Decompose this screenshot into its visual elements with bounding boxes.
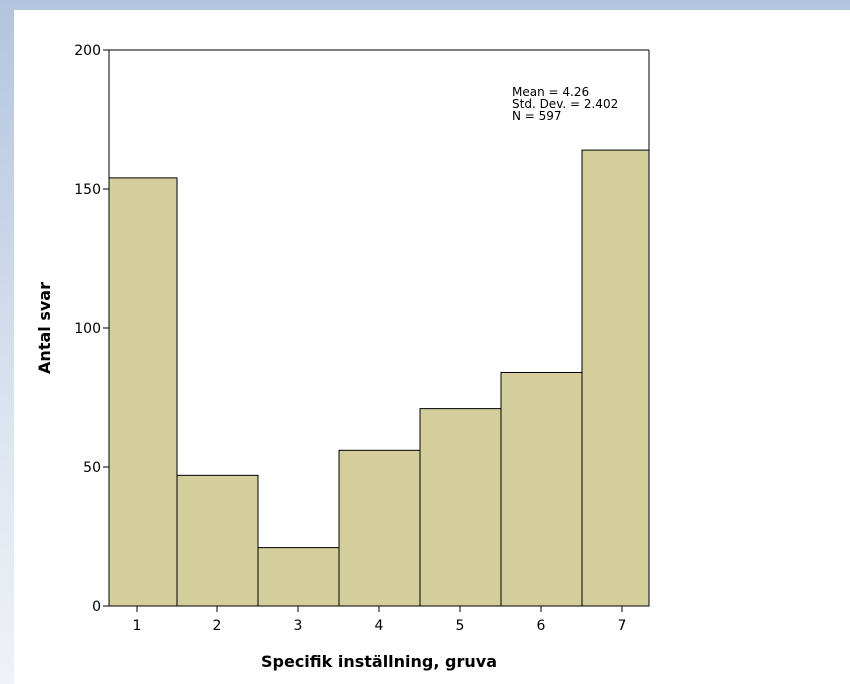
stats-mean: Mean = 4.26: [512, 85, 589, 99]
y-tick-label-0: 0: [92, 599, 101, 615]
x-tick-label-2: 2: [213, 618, 222, 634]
y-tick-label-150: 150: [74, 182, 101, 198]
histogram-bar-1: [108, 177, 178, 607]
stats-n: N = 597: [512, 109, 562, 123]
y-tick-label-50: 50: [83, 460, 101, 476]
y-axis-title: Antal svar: [35, 282, 54, 374]
stats-std-dev: Std. Dev. = 2.402: [512, 97, 618, 111]
x-tick-label-7: 7: [618, 618, 627, 634]
y-axis: 0 50 100 150 200: [74, 43, 109, 615]
x-tick-label-6: 6: [537, 618, 546, 634]
histogram-bar-4: [338, 449, 421, 607]
bars-group: [108, 149, 650, 607]
y-tick-label-100: 100: [74, 321, 101, 337]
x-axis: 1 2 3 4 5 6 7: [133, 606, 627, 634]
histogram-bar-2: [176, 474, 259, 607]
histogram-bar-6: [500, 371, 583, 607]
histogram-bar-7: [581, 149, 650, 607]
x-tick-label-5: 5: [456, 618, 465, 634]
y-tick-label-200: 200: [74, 43, 101, 59]
x-axis-title: Specifik inställning, gruva: [261, 652, 497, 671]
x-tick-label-4: 4: [375, 618, 384, 634]
x-tick-label-1: 1: [133, 618, 142, 634]
x-tick-label-3: 3: [294, 618, 303, 634]
histogram-bar-3: [257, 547, 340, 607]
histogram-bar-5: [419, 408, 502, 607]
